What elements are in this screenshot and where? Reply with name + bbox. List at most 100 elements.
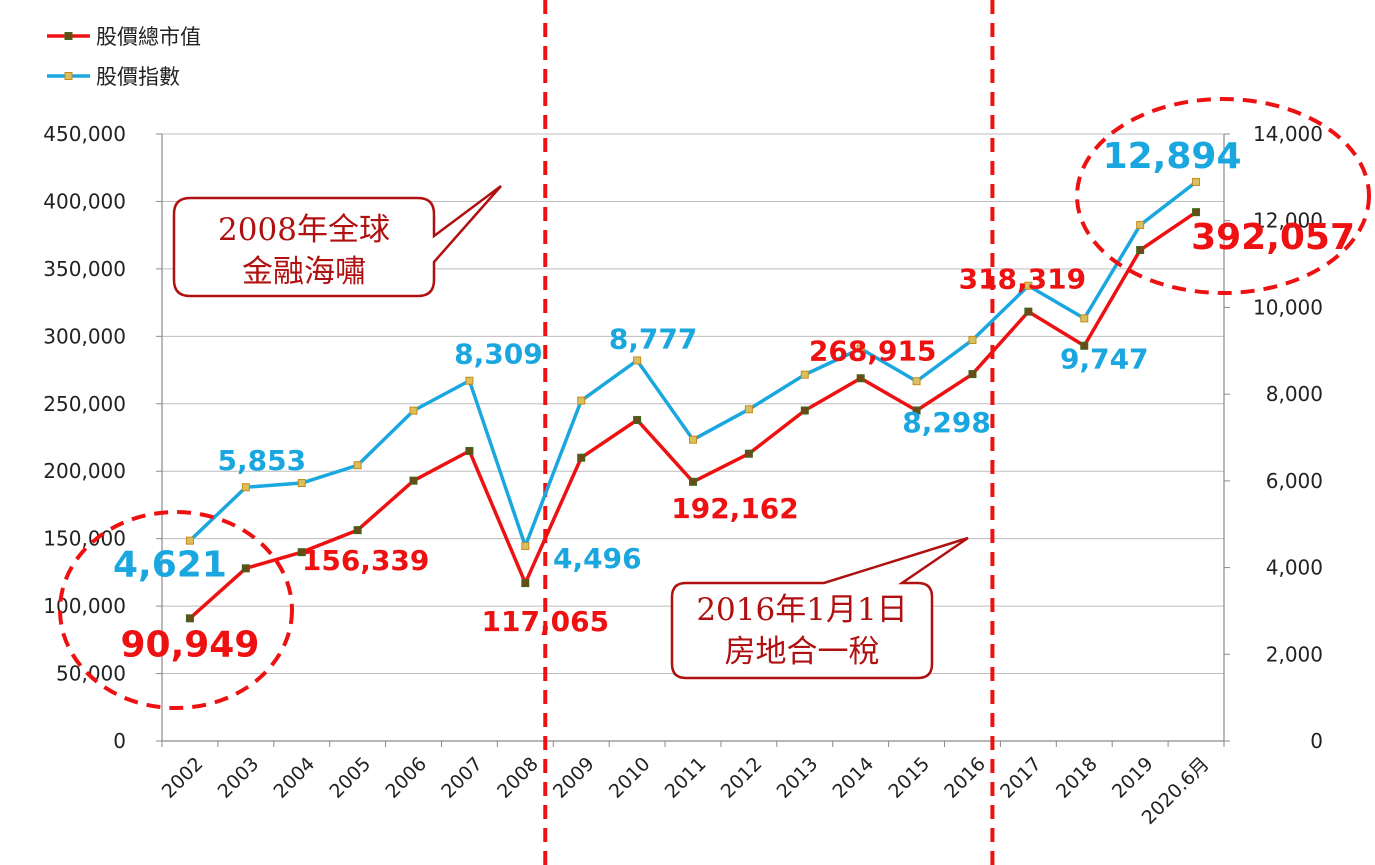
point-market-cap (521, 579, 530, 588)
y-left-tick-label: 200,000 (43, 459, 126, 483)
point-market-cap (353, 526, 362, 535)
label-market-cap: 392,057 (1191, 217, 1355, 258)
y-right-tick-label: 4,000 (1266, 556, 1323, 580)
callout-2008-bubble (172, 184, 502, 298)
x-tick-label: 2006 (381, 753, 431, 803)
y-right-tick-label: 2,000 (1266, 642, 1323, 666)
y-left-tick-label: 350,000 (43, 257, 126, 281)
point-index (1080, 314, 1089, 323)
point-index (968, 335, 977, 344)
x-tick-label: 2005 (325, 753, 375, 803)
x-tick-label: 2019 (1108, 753, 1158, 803)
y-left-tick-label: 300,000 (43, 324, 126, 348)
point-market-cap (689, 477, 697, 486)
y-right-tick-label: 8,000 (1266, 382, 1323, 406)
x-tick-label: 2018 (1052, 753, 1102, 803)
y-left-tick-label: 400,000 (43, 189, 126, 213)
label-index: 8,777 (609, 322, 698, 355)
point-index (185, 536, 194, 545)
point-index (1136, 221, 1145, 230)
callout-2016-bubble (670, 536, 969, 680)
legend-label: 股價總市值 (96, 25, 201, 49)
y-axis-right: 0 2,000 4,000 6,000 8,000 10,000 12,000 14,000 (1253, 122, 1323, 753)
callout-2016-line1: 2016年1月1日 (696, 592, 907, 628)
point-market-cap (800, 406, 809, 415)
axes (156, 133, 1230, 747)
x-tick-label: 2009 (549, 753, 599, 803)
x-tick-label: 2015 (884, 753, 934, 803)
label-market-cap: 268,915 (809, 334, 937, 367)
y-left-tick-label: 0 (113, 729, 126, 753)
x-tick-label: 2016 (940, 753, 990, 803)
point-market-cap (241, 564, 250, 573)
legend-label: 股價指數 (96, 65, 180, 89)
y-right-tick-label: 10,000 (1253, 295, 1323, 319)
point-market-cap (1136, 246, 1145, 255)
callout-2008-line2: 金融海嘯 (242, 254, 366, 290)
x-tick-label: 2002 (158, 753, 208, 803)
label-market-cap: 318,319 (959, 263, 1087, 296)
highlight-circle-start (58, 510, 294, 710)
y-left-tick-label: 250,000 (43, 392, 126, 416)
x-tick-label: 2003 (214, 753, 264, 803)
point-market-cap (633, 415, 642, 424)
callout-2008-line1: 2008年全球 (218, 212, 390, 248)
label-index: 4,621 (113, 545, 227, 586)
y-left-tick-label: 150,000 (43, 527, 126, 551)
label-market-cap: 156,339 (302, 544, 430, 577)
label-index: 12,894 (1103, 136, 1242, 177)
point-index (465, 376, 474, 385)
y-left-tick-label: 50,000 (56, 662, 126, 686)
y-right-tick-label: 6,000 (1266, 469, 1323, 493)
legend-swatch-marker (64, 72, 73, 80)
label-index: 4,496 (553, 542, 642, 575)
highlight-circles (58, 97, 1371, 710)
label-index: 9,747 (1060, 342, 1149, 375)
y-axis-left: 0 50,000 100,000 150,000 200,000 250,000 300,0… (43, 122, 126, 753)
point-market-cap (744, 449, 753, 458)
point-market-cap (185, 614, 194, 623)
point-index (912, 377, 921, 386)
point-market-cap (409, 476, 418, 485)
point-index (800, 370, 809, 379)
data-labels: 90,949 156,339 117,065 192,162 268,915 318,31… (113, 136, 1355, 665)
label-market-cap: 117,065 (482, 605, 610, 638)
point-market-cap (465, 446, 474, 455)
y-right-tick-label: 14,000 (1253, 122, 1323, 146)
point-index (241, 483, 250, 492)
legend-swatch-marker (64, 32, 73, 40)
y-right-tick-label: 0 (1310, 729, 1323, 753)
y-right-tick-label: 12,000 (1253, 209, 1323, 233)
label-index: 5,853 (218, 444, 307, 477)
y-left-tick-label: 450,000 (43, 122, 126, 146)
point-index (689, 435, 697, 444)
series (185, 177, 1201, 623)
x-tick-label: 2013 (773, 753, 823, 803)
point-market-cap (912, 406, 921, 415)
point-index (1192, 177, 1201, 186)
label-market-cap: 192,162 (671, 492, 799, 525)
x-tick-label: 2004 (270, 753, 320, 803)
point-market-cap (577, 453, 586, 462)
x-tick-label: 2017 (996, 753, 1046, 803)
x-tick-label: 2008 (493, 753, 543, 803)
callout-2016-line2: 房地合一稅 (725, 634, 880, 670)
label-index: 8,309 (454, 338, 543, 371)
point-market-cap (1192, 208, 1201, 217)
y-left-tick-label: 100,000 (43, 594, 126, 618)
point-market-cap (297, 548, 306, 557)
point-market-cap (968, 370, 977, 379)
point-market-cap (856, 374, 865, 383)
x-tick-label: 2010 (605, 753, 655, 803)
x-tick-label: 2012 (717, 753, 767, 803)
x-tick-label: 2007 (437, 753, 487, 803)
event-markers (543, 0, 995, 865)
point-index (633, 356, 642, 365)
label-market-cap: 90,949 (120, 624, 259, 665)
x-axis: 2002 2003 2004 2005 2006 2007 2008 2009 2010 2011… (158, 753, 1214, 829)
point-index (1024, 281, 1033, 290)
highlight-circle-end (1075, 97, 1371, 295)
